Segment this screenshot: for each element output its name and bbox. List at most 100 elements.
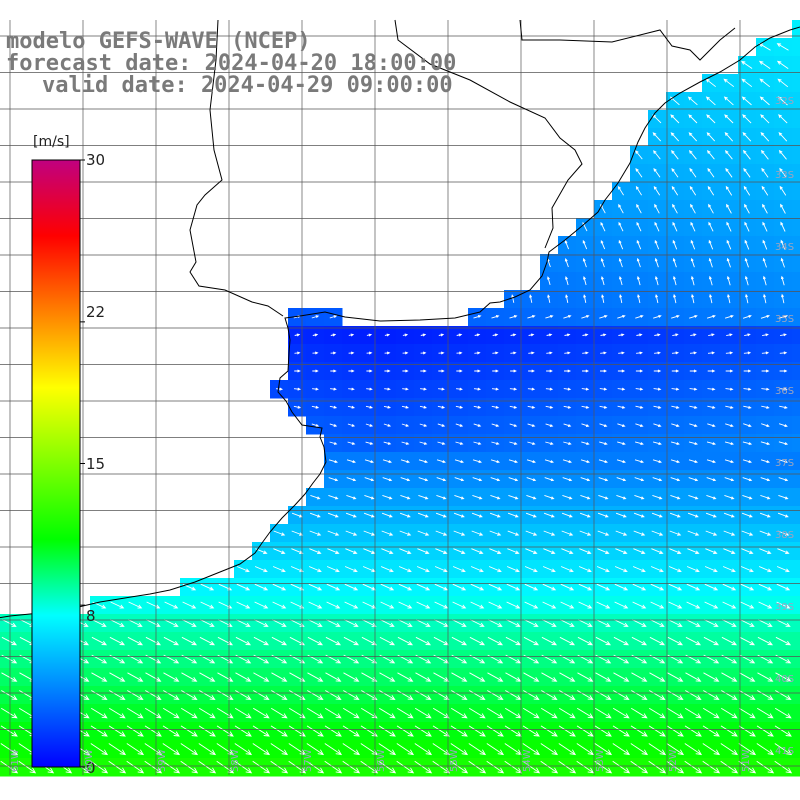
wind-arrow [419, 423, 428, 427]
wind-speed-cell [792, 308, 800, 327]
wind-arrow [759, 512, 771, 518]
wind-arrow [541, 619, 557, 627]
wind-arrow [653, 185, 661, 196]
wind-arrow [724, 494, 735, 500]
wind-arrow [163, 672, 180, 682]
coastline-path [0, 26, 800, 619]
wind-arrow [738, 743, 757, 756]
wind-arrow [108, 725, 126, 737]
wind-arrow [758, 583, 773, 591]
wind-arrow [414, 707, 432, 719]
wind-arrow [456, 369, 463, 373]
wind-arrow [346, 477, 357, 482]
wind-arrow [198, 725, 216, 737]
wind-arrow [401, 441, 410, 445]
wind-arrow [756, 743, 775, 756]
wind-arrow [706, 132, 716, 142]
wind-arrow [344, 566, 358, 573]
wind-arrow [489, 548, 502, 554]
wind-arrow [545, 441, 554, 445]
wind-arrow [563, 387, 572, 391]
wind-arrow [384, 351, 391, 355]
wind-arrow [684, 760, 703, 774]
wind-arrow [400, 477, 411, 482]
wind-arrow [420, 369, 427, 373]
wind-speed-cell [792, 326, 800, 345]
wind-arrow [742, 314, 752, 319]
wind-arrow [526, 494, 537, 500]
wind-arrow [707, 167, 715, 178]
wind-arrow [672, 275, 677, 286]
wind-arrow [455, 441, 464, 445]
wind-arrow [144, 760, 163, 774]
wind-arrow [702, 707, 720, 719]
wind-arrow [687, 96, 698, 106]
wind-arrow [451, 619, 467, 627]
lon-label-58w: 58W [230, 749, 241, 772]
wind-arrow [453, 548, 466, 554]
lat-label-40s: 40S [775, 674, 795, 685]
wind-arrow [653, 167, 661, 178]
wind-arrow [541, 636, 558, 646]
wind-arrow [492, 351, 499, 355]
wind-arrow [577, 619, 593, 627]
wind-arrow [594, 760, 613, 774]
wind-arrow [383, 423, 392, 427]
wind-arrow [600, 333, 607, 337]
wind-arrow [636, 203, 642, 214]
wind-arrow [435, 512, 447, 518]
wind-arrow [653, 405, 662, 409]
wind-arrow [453, 530, 466, 536]
wind-arrow [271, 619, 287, 627]
wind-arrow [778, 132, 788, 142]
wind-arrow [328, 494, 339, 500]
wind-arrow [760, 459, 771, 464]
wind-arrow [509, 387, 518, 391]
wind-arrow [452, 566, 466, 573]
wind-arrow [564, 333, 571, 337]
wind-arrow [329, 423, 338, 427]
wind-speed-cell [792, 164, 800, 183]
wind-arrow [579, 548, 592, 554]
wind-arrow [630, 760, 649, 774]
wind-arrow [288, 743, 307, 756]
wind-arrow [742, 441, 753, 446]
wind-arrow [762, 257, 767, 268]
wind-arrow [563, 423, 572, 427]
wind-arrow [652, 494, 663, 500]
wind-arrow [384, 333, 391, 337]
wind-arrow [667, 636, 684, 646]
wind-arrow [418, 477, 429, 482]
wind-arrow [402, 351, 409, 355]
wind-arrow [365, 405, 374, 409]
wind-arrow [216, 760, 235, 774]
wind-arrow [631, 636, 648, 646]
wind-arrow [560, 601, 575, 609]
wind-arrow [545, 387, 554, 391]
wind-arrow [613, 636, 630, 646]
wind-arrow [216, 725, 234, 737]
wind-arrow [491, 423, 500, 427]
wind-arrow [510, 351, 517, 355]
wind-arrow [456, 387, 463, 391]
wind-arrow [307, 690, 324, 701]
wind-arrow [181, 636, 198, 646]
wind-arrow [455, 423, 464, 427]
wind-arrow [492, 369, 499, 373]
wind-arrow [688, 114, 698, 124]
wind-arrow [690, 239, 696, 250]
wind-arrow [163, 619, 179, 627]
wind-speed-cell [792, 542, 800, 561]
wind-arrow [526, 459, 537, 464]
wind-arrow [344, 601, 359, 609]
wind-arrow [703, 690, 720, 701]
wind-arrow [618, 239, 624, 250]
wind-arrow [756, 725, 774, 737]
wind-arrow [558, 707, 576, 719]
wind-arrow [614, 583, 629, 591]
wind-arrow [650, 566, 664, 573]
wind-arrow [617, 369, 626, 373]
wind-arrow [581, 405, 590, 409]
wind-arrow [396, 760, 415, 774]
wind-arrow [743, 167, 751, 178]
